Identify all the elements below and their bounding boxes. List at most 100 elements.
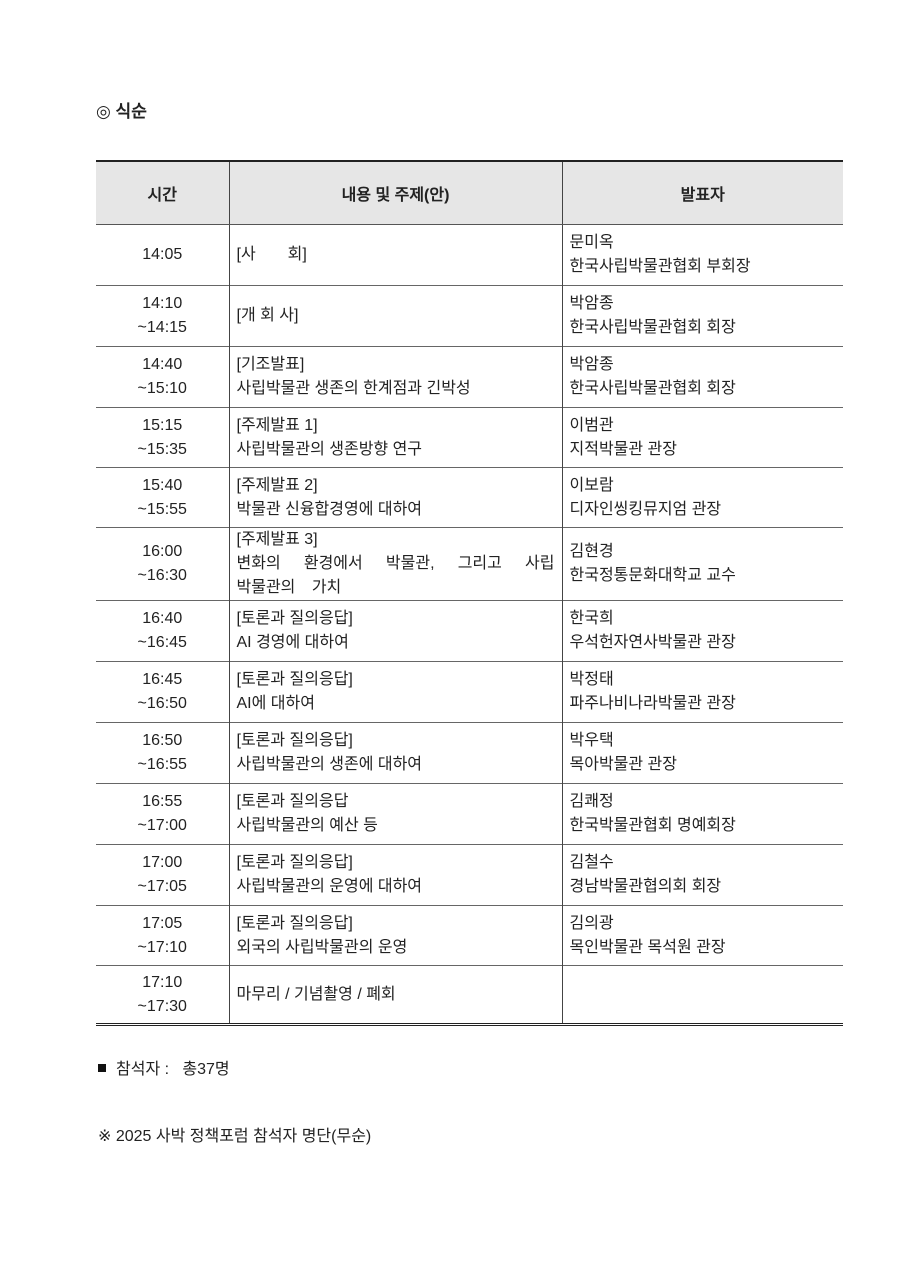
- speaker-line: 이보람: [569, 476, 614, 494]
- content-line: 사립박물관의 예산 등: [236, 817, 378, 834]
- speaker-line: 한국사립박물관협회 회장: [569, 319, 736, 336]
- time-line: 14:40: [142, 356, 183, 373]
- time-line: ~17:05: [137, 878, 187, 895]
- time-line: 17:00: [142, 854, 183, 871]
- time-line: 14:10: [142, 295, 183, 312]
- content-line: 변화의 환경에서 박물관, 그리고 사립 박물관의 가치: [236, 555, 555, 596]
- content-cell: [사 회]: [228, 224, 562, 286]
- time-cell: 16:40 ~16:45: [96, 600, 229, 662]
- time-line: ~16:55: [137, 756, 187, 773]
- time-line: 17:05: [142, 914, 183, 932]
- time-line: ~15:55: [137, 500, 187, 518]
- speaker-line: 김의광: [569, 914, 614, 932]
- time-cell: 14:40 ~15:10: [96, 346, 229, 408]
- speaker-line: 한국사립박물관협회 회장: [569, 380, 736, 397]
- section-heading: ◎ 식순: [96, 102, 147, 121]
- content-cell: [토론과 질의응답] 외국의 사립박물관의 운영: [228, 905, 562, 966]
- content-line: 마무리 / 기념촬영 / 폐회: [236, 985, 396, 1003]
- content-line: [주제발표 3]: [236, 531, 318, 548]
- content-line: AI 경영에 대하여: [236, 634, 349, 651]
- table-row: 16:50 ~16:55 [토론과 질의응답] 사립박물관의 생존에 대하여 박우택 목아…: [96, 722, 843, 784]
- table-row: 17:10 ~17:30 마무리 / 기념촬영 / 폐회: [96, 965, 843, 1025]
- square-bullet-icon: [98, 1064, 106, 1072]
- time-line: 16:00: [142, 543, 183, 560]
- content-line: 박물관 신융합경영에 대하여: [236, 500, 423, 518]
- content-line: [개 회 사]: [236, 307, 299, 324]
- table-row: 16:45 ~16:50 [토론과 질의응답] AI에 대하여 박정태 파주나비나라박물관…: [96, 661, 843, 723]
- time-cell: 15:40 ~15:55: [96, 467, 229, 528]
- header-speaker: 발표자: [561, 161, 843, 225]
- speaker-line: 한국희: [569, 610, 614, 627]
- speaker-line: 이범관: [569, 416, 614, 434]
- table-row: 15:15 ~15:35 [주제발표 1] 사립박물관의 생존방향 연구 이범관 지적박물…: [96, 407, 843, 468]
- time-line: 17:10: [142, 973, 183, 991]
- content-line: [주제발표 1]: [236, 416, 318, 434]
- speaker-line: 박우택: [569, 732, 614, 749]
- table-row: 14:40 ~15:10 [기조발표] 사립박물관 생존의 한계점과 긴박성 박암종 한국…: [96, 346, 843, 408]
- content-line: AI에 대하여: [236, 695, 315, 712]
- header-content: 내용 및 주제(안): [228, 161, 562, 225]
- time-line: ~15:10: [137, 380, 187, 397]
- time-line: ~16:50: [137, 695, 187, 712]
- speaker-line: 목인박물관 목석원 관장: [569, 938, 726, 956]
- time-line: 15:15: [142, 416, 183, 434]
- speaker-line: 박암종: [569, 356, 614, 373]
- table-row: 14:05 [사 회] 문미옥 한국사립박물관협회 부회장: [96, 224, 843, 286]
- attendee-list-note: ※ 2025 사박 정책포럼 참석자 명단(무순): [98, 1128, 372, 1145]
- time-line: ~17:10: [137, 938, 187, 956]
- time-line: ~16:30: [137, 567, 187, 584]
- time-line: ~17:30: [137, 997, 187, 1015]
- content-line: 사립박물관 생존의 한계점과 긴박성: [236, 380, 471, 397]
- speaker-line: 우석헌자연사박물관 관장: [569, 634, 736, 651]
- content-cell: [개 회 사]: [228, 285, 562, 347]
- speaker-line: 한국사립박물관협회 부회장: [569, 258, 751, 275]
- content-line: [토론과 질의응답: [236, 793, 349, 810]
- content-cell: [토론과 질의응답] 사립박물관의 운영에 대하여: [228, 844, 562, 906]
- time-cell: 16:50 ~16:55: [96, 722, 229, 784]
- speaker-line: 목아박물관 관장: [569, 756, 678, 773]
- speaker-line: 문미옥: [569, 234, 614, 251]
- content-line: [토론과 질의응답]: [236, 732, 353, 749]
- speaker-line: 박암종: [569, 295, 614, 312]
- time-cell: 16:55 ~17:00: [96, 783, 229, 845]
- time-cell: 16:00 ~16:30: [96, 527, 229, 601]
- header-time: 시간: [96, 161, 229, 225]
- speaker-line: 경남박물관협의회 회장: [569, 878, 722, 895]
- speaker-cell: [561, 965, 843, 1025]
- table-row: 16:55 ~17:00 [토론과 질의응답 사립박물관의 예산 등 김쾌정 한국박물관협…: [96, 783, 843, 845]
- content-line: [토론과 질의응답]: [236, 854, 353, 871]
- time-line: ~17:00: [137, 817, 187, 834]
- content-line: [토론과 질의응답]: [236, 671, 353, 688]
- program-table: 시간 내용 및 주제(안) 발표자 14:05 [사 회] 문미옥 한국사립박물관협회…: [96, 160, 843, 1026]
- speaker-line: 박정태: [569, 671, 614, 688]
- attendee-label: 참석자 :: [116, 1061, 170, 1078]
- time-line: ~16:45: [137, 634, 187, 651]
- table-row: 17:05 ~17:10 [토론과 질의응답] 외국의 사립박물관의 운영 김의광 목인박…: [96, 905, 843, 966]
- content-line: [토론과 질의응답]: [236, 610, 353, 627]
- content-cell: [토론과 질의응답] AI 경영에 대하여: [228, 600, 562, 662]
- time-cell: 17:00 ~17:05: [96, 844, 229, 906]
- speaker-cell: 김쾌정 한국박물관협회 명예회장: [561, 783, 843, 845]
- content-line: [주제발표 2]: [236, 476, 318, 494]
- speaker-line: 김쾌정: [569, 793, 614, 810]
- content-cell: [주제발표 1] 사립박물관의 생존방향 연구: [228, 407, 562, 468]
- speaker-cell: 김현경 한국정통문화대학교 교수: [561, 527, 843, 601]
- time-cell: 14:05: [96, 224, 229, 286]
- content-cell: 마무리 / 기념촬영 / 폐회: [228, 965, 562, 1025]
- speaker-cell: 김철수 경남박물관협의회 회장: [561, 844, 843, 906]
- content-cell: [주제발표 2] 박물관 신융합경영에 대하여: [228, 467, 562, 528]
- table-row: 17:00 ~17:05 [토론과 질의응답] 사립박물관의 운영에 대하여 김철수 경남…: [96, 844, 843, 906]
- time-line: ~14:15: [137, 319, 187, 336]
- speaker-line: 디자인씽킹뮤지엄 관장: [569, 500, 722, 518]
- speaker-line: 파주나비나라박물관 관장: [569, 695, 736, 712]
